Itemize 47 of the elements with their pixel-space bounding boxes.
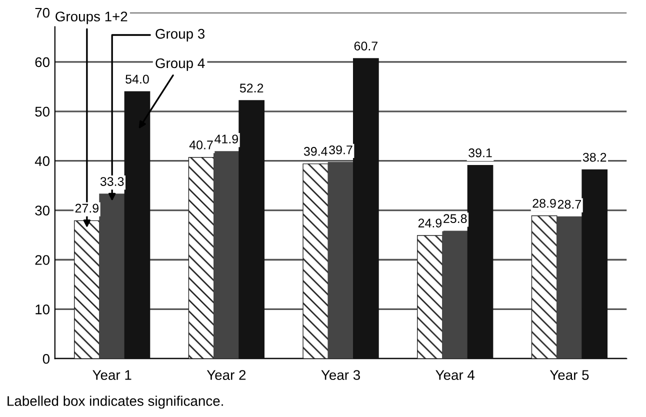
data-label: 40.7 — [189, 140, 213, 150]
text: Labelled box indicates significance. — [8, 396, 223, 409]
bar — [302, 163, 329, 359]
y-tick-label: 30 — [35, 206, 50, 216]
bar — [328, 162, 354, 359]
bar — [99, 194, 126, 359]
y-tick-label: 50 — [35, 106, 50, 117]
x-tick-label: Year 5 — [550, 370, 589, 380]
data-label: 27.9 — [75, 204, 98, 213]
x-tick-label: Year 3 — [321, 370, 360, 380]
bar — [417, 235, 443, 359]
bar — [467, 164, 494, 359]
data-label: 39.1 — [468, 148, 492, 158]
bar — [238, 100, 265, 359]
y-tick-label: 0 — [42, 354, 50, 364]
y-tick-label: 60 — [35, 57, 50, 68]
bar — [442, 230, 468, 359]
bar — [213, 151, 240, 359]
data-label: 60.7 — [354, 42, 378, 50]
x-tick-label: Year 1 — [92, 370, 132, 380]
data-label: 54.0 — [126, 74, 149, 84]
text: Groups 1+2 — [56, 12, 128, 24]
data-label: 33.3 — [100, 177, 124, 186]
y-tick-label: 40 — [34, 156, 50, 166]
series-label: Group 4 — [156, 58, 205, 71]
data-label: 39.7 — [329, 145, 352, 154]
y-tick-label: 10 — [36, 304, 50, 314]
text: Group 3 — [156, 28, 205, 42]
bar — [124, 91, 150, 359]
data-label: 28.9 — [532, 198, 556, 208]
data-label: 28.7 — [558, 200, 581, 209]
y-tick-label: 20 — [35, 255, 50, 265]
data-label: 38.2 — [582, 152, 606, 162]
data-label: 39.4 — [304, 146, 328, 156]
bar — [188, 157, 214, 359]
bar — [352, 58, 379, 359]
x-tick-label: Year 4 — [436, 370, 475, 380]
y-tick-label: 70 — [35, 8, 50, 18]
bar — [531, 215, 558, 359]
data-label: 24.9 — [418, 218, 442, 228]
bar — [556, 216, 582, 359]
data-label: 52.2 — [240, 84, 264, 92]
data-label: 25.8 — [444, 214, 467, 224]
data-label: 41.9 — [214, 134, 238, 144]
bar — [74, 220, 100, 359]
x-tick-label: Year 2 — [206, 370, 246, 380]
bar — [582, 169, 608, 359]
